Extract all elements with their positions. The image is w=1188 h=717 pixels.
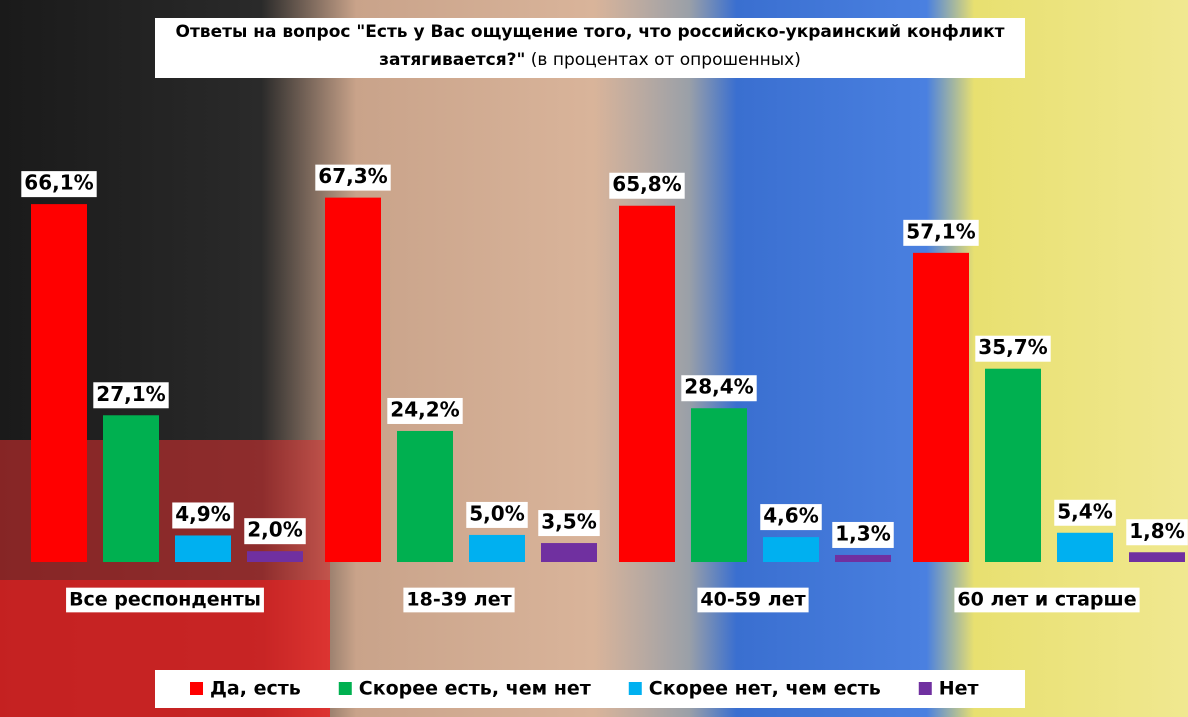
bar [175,535,231,562]
bar [31,204,87,562]
bar [763,537,819,562]
x-tick-label-bg [954,587,1140,613]
value-label-group: 57,1% [903,219,979,246]
value-label-bg [387,397,463,424]
legend-label: Скорее нет, чем есть [649,678,881,700]
value-label-group: 28,4% [681,375,757,402]
legend-swatch [918,682,932,695]
value-label: 24,2% [390,397,459,421]
x-tick-label-group: 18-39 лет [403,587,515,613]
chart-subtitle: (в процентах от опрошенных) [530,50,801,70]
value-label: 66,1% [24,171,93,195]
value-label-group: 65,8% [609,172,685,199]
value-label: 5,4% [1057,499,1112,523]
x-tick-label: 60 лет и старше [957,589,1136,611]
value-label-group: 66,1% [21,171,97,198]
legend-swatch [628,682,642,695]
value-label: 35,7% [978,335,1047,359]
value-label-group: 4,9% [172,502,234,529]
value-label: 1,8% [1129,519,1184,543]
bar [691,408,747,562]
value-label-bg [172,502,234,529]
value-label-group: 5,4% [1054,499,1116,526]
value-label-bg [538,510,600,537]
bar [469,534,525,562]
legend-box [155,670,1025,708]
value-label-bg [244,518,306,545]
value-label-bg [93,382,169,409]
value-label: 65,8% [612,172,681,196]
x-tick-label-bg [66,587,264,613]
bar [985,368,1041,562]
value-label-bg [681,375,757,402]
value-label: 57,1% [906,219,975,243]
value-label-group: 67,3% [315,164,391,191]
value-label-group: 24,2% [387,397,463,424]
value-label-bg [466,501,528,528]
value-label: 4,9% [175,502,230,526]
value-label-group: 3,5% [538,510,600,537]
x-tick-label: 18-39 лет [406,589,511,611]
bar [913,252,969,562]
bar [397,430,453,562]
value-label-group: 1,8% [1126,519,1188,546]
legend-swatch [190,682,203,695]
bar [1057,532,1113,562]
x-tick-label: 40-59 лет [700,589,805,611]
x-tick-label-group: 40-59 лет [697,587,809,613]
bar [103,415,159,562]
value-label: 2,0% [247,518,302,542]
bar [541,543,597,562]
chart-title: Ответы на вопрос "Есть у Вас ощущение то… [175,22,1005,70]
bar [619,205,675,563]
legend-label: Да, есть [210,678,301,700]
value-label-bg [21,171,97,198]
value-label-bg [1126,519,1188,546]
value-label-bg [315,164,391,191]
value-label-group: 4,6% [760,504,822,531]
bar [247,551,303,562]
legend-label: Скорее есть, чем нет [359,678,591,700]
value-label-bg [609,172,685,199]
legend-swatch [338,682,352,695]
x-tick-label-bg [403,587,515,613]
x-tick-label-bg [697,587,809,613]
value-label: 3,5% [541,510,596,534]
value-label: 67,3% [318,164,387,188]
value-label: 5,0% [469,501,524,525]
legend-label: Нет [939,678,979,700]
x-tick-label-group: Все респонденты [66,587,264,613]
bar [325,197,381,562]
value-label: 27,1% [96,382,165,406]
value-label-bg [975,335,1051,362]
value-label-bg [903,219,979,246]
value-label-bg [832,521,894,548]
x-tick-label-group: 60 лет и старше [954,587,1140,613]
bar [835,554,891,562]
value-label-group: 2,0% [244,518,306,545]
value-label-group: 35,7% [975,335,1051,362]
value-label: 4,6% [763,504,818,528]
value-label-group: 27,1% [93,382,169,409]
title-box: Ответы на вопрос "Есть у Вас ощущение то… [155,18,1025,78]
bar [1129,552,1185,562]
value-label-group: 1,3% [832,521,894,548]
value-label: 28,4% [684,375,753,399]
value-label-bg [760,504,822,531]
value-label-group: 5,0% [466,501,528,528]
value-label: 1,3% [835,521,890,545]
x-tick-label: Все респонденты [69,589,261,611]
value-label-bg [1054,499,1116,526]
